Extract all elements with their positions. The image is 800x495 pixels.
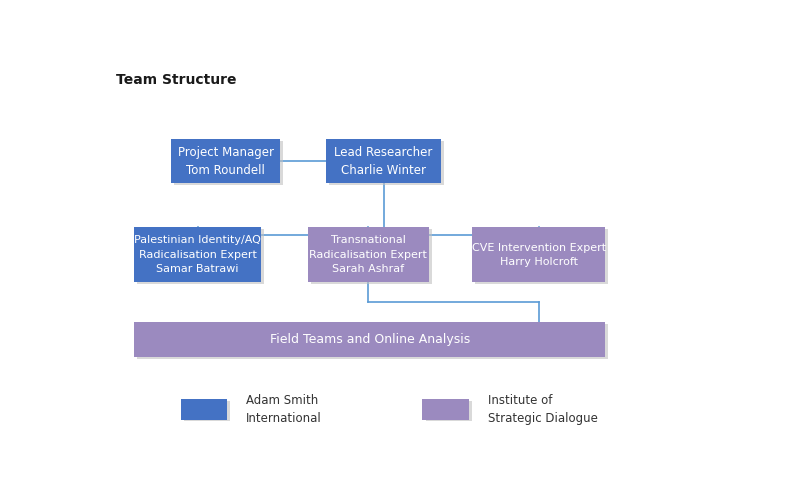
FancyBboxPatch shape [138,229,264,284]
Text: CVE Intervention Expert
Harry Holcroft: CVE Intervention Expert Harry Holcroft [471,243,606,267]
FancyBboxPatch shape [472,227,606,282]
Text: Institute of
Strategic Dialogue: Institute of Strategic Dialogue [487,394,598,425]
FancyBboxPatch shape [134,227,262,282]
Text: Lead Researcher
Charlie Winter: Lead Researcher Charlie Winter [334,146,433,177]
FancyBboxPatch shape [426,400,472,422]
FancyBboxPatch shape [134,322,606,357]
FancyBboxPatch shape [310,229,432,284]
FancyBboxPatch shape [181,398,227,420]
FancyBboxPatch shape [330,142,444,185]
FancyBboxPatch shape [422,398,469,420]
Text: Field Teams and Online Analysis: Field Teams and Online Analysis [270,333,470,346]
FancyBboxPatch shape [174,142,283,185]
Text: Transnational
Radicalisation Expert
Sarah Ashraf: Transnational Radicalisation Expert Sara… [310,235,427,274]
Text: Project Manager
Tom Roundell: Project Manager Tom Roundell [178,146,274,177]
Text: Team Structure: Team Structure [115,73,236,87]
Text: Palestinian Identity/AQ
Radicalisation Expert
Samar Batrawi: Palestinian Identity/AQ Radicalisation E… [134,235,261,274]
Text: Adam Smith
International: Adam Smith International [246,394,322,425]
FancyBboxPatch shape [138,324,609,358]
FancyBboxPatch shape [184,400,230,422]
FancyBboxPatch shape [475,229,608,284]
FancyBboxPatch shape [308,227,429,282]
FancyBboxPatch shape [171,140,280,183]
FancyBboxPatch shape [326,140,441,183]
